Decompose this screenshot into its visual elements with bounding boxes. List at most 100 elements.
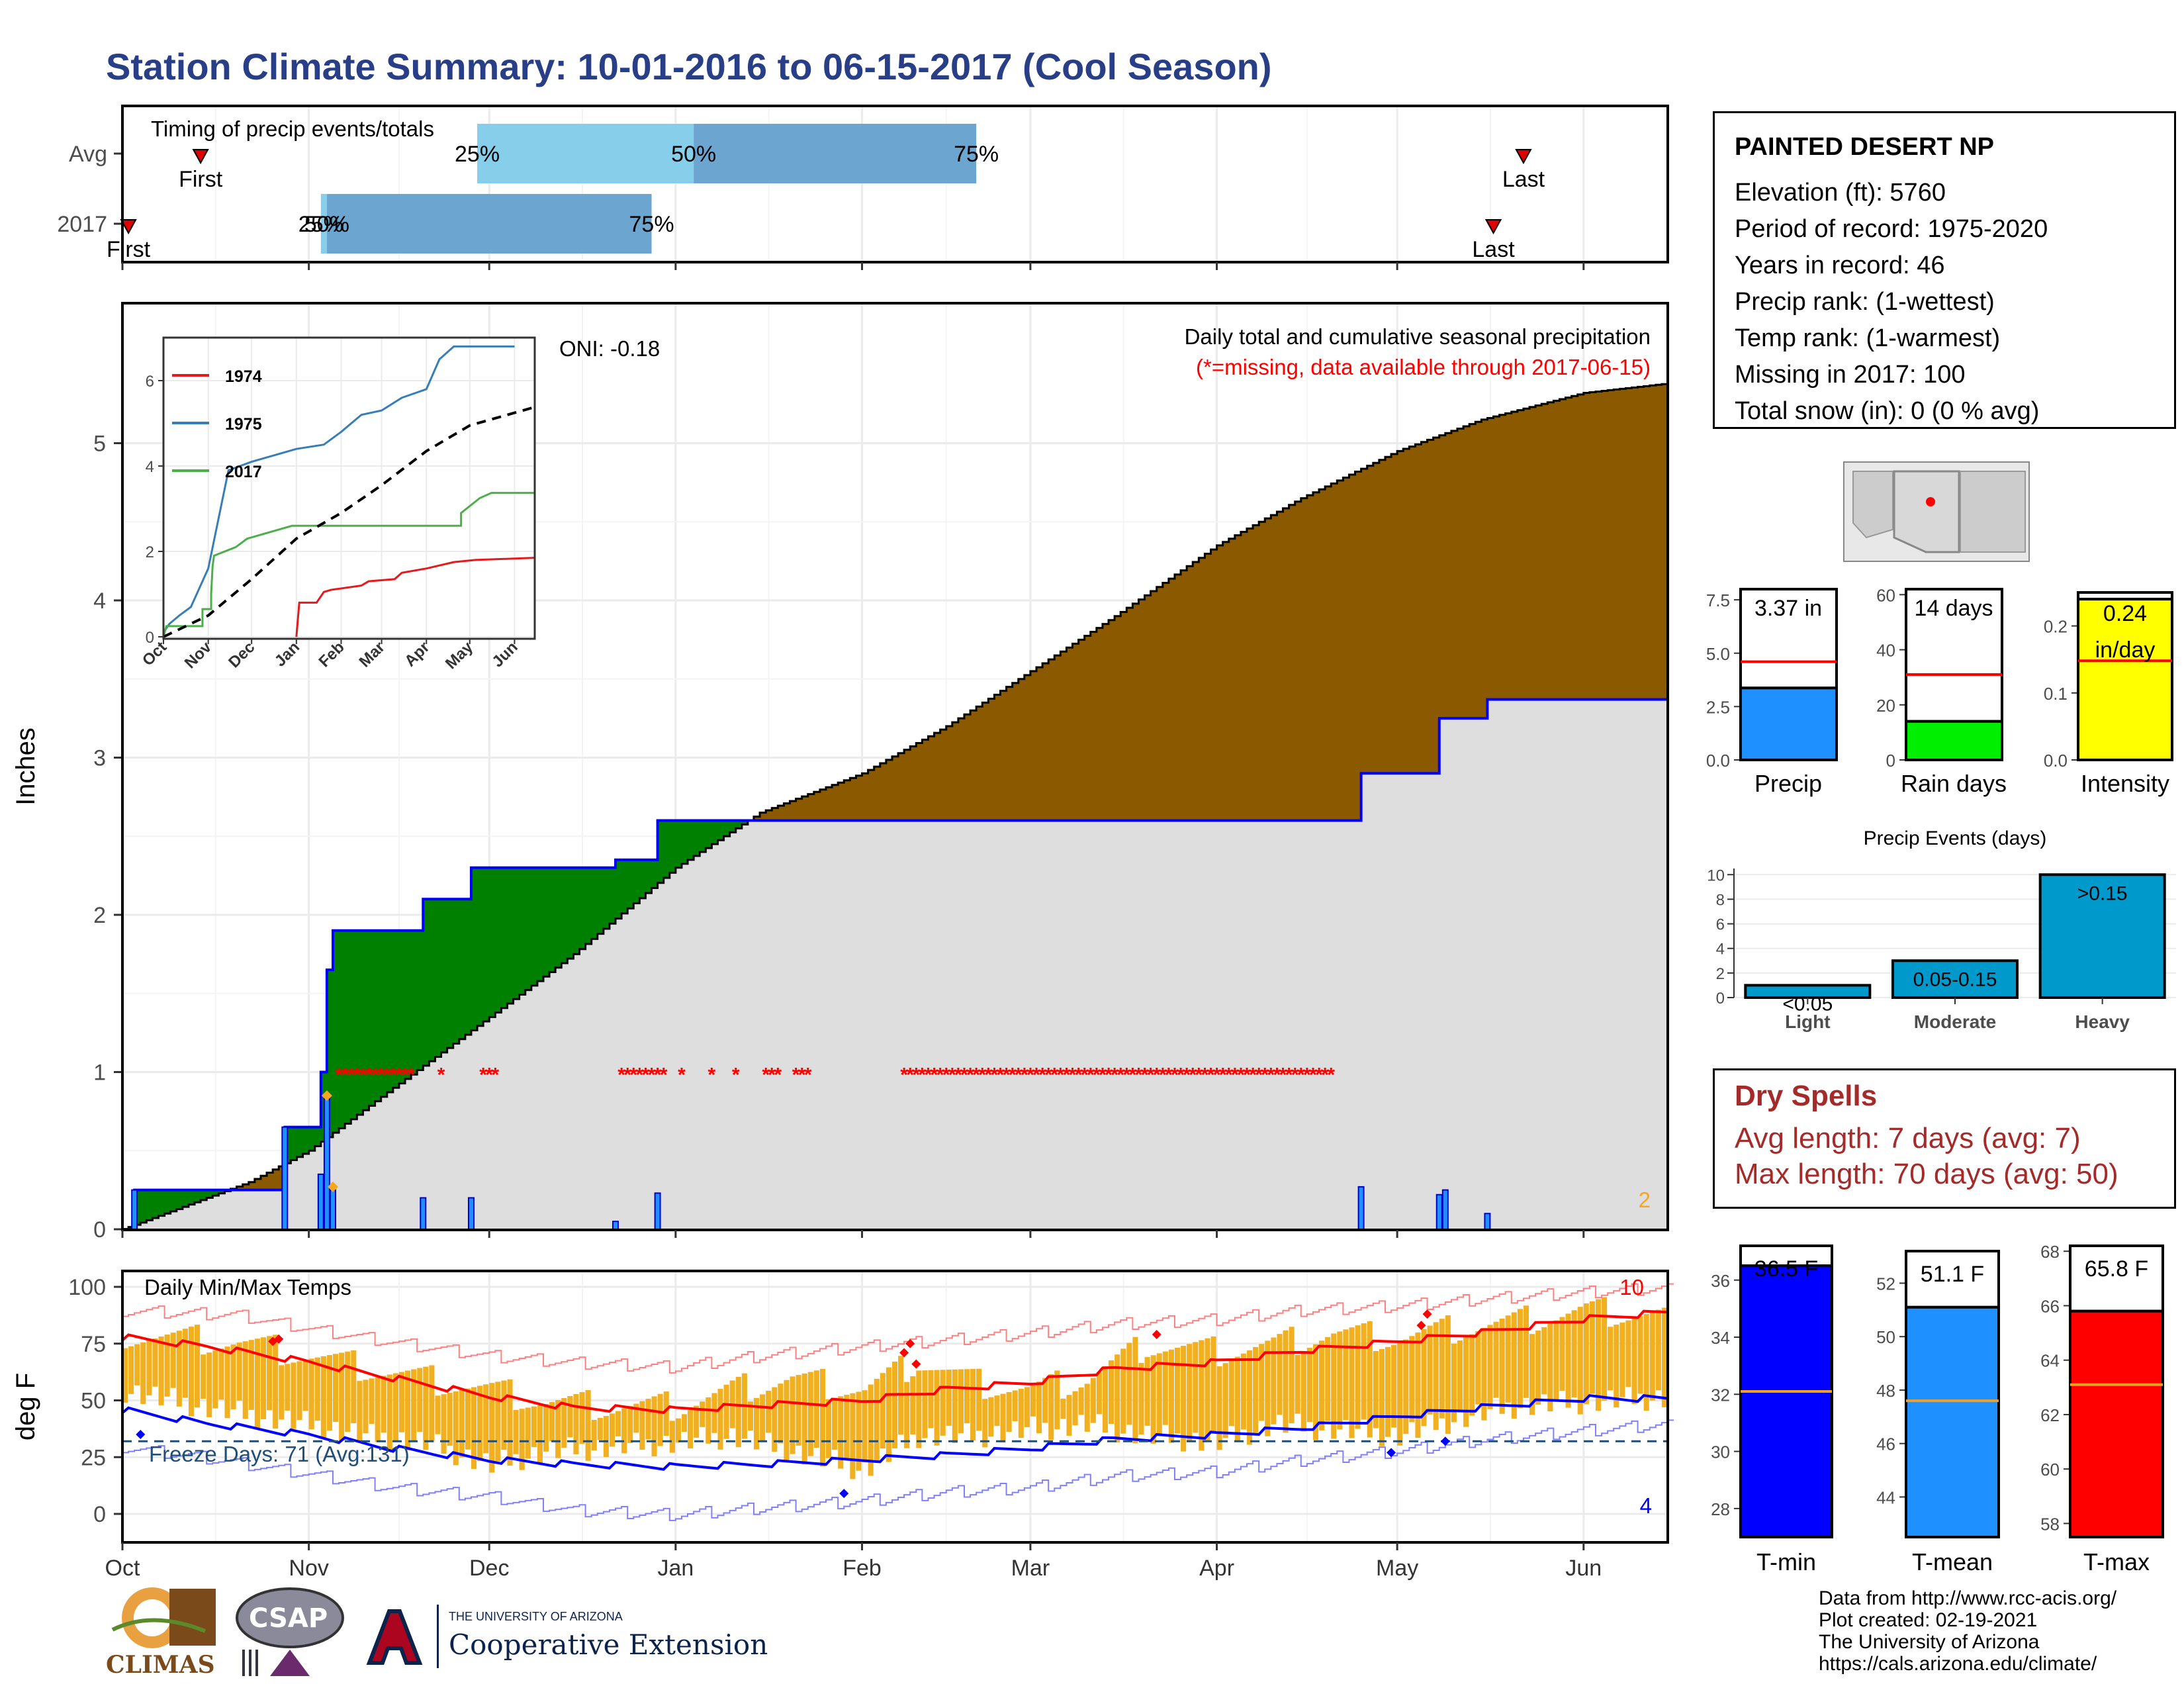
daily-temp-bar (844, 1394, 850, 1460)
daily-precip-bar (1441, 1189, 1449, 1230)
record-high-marker (1152, 1330, 1161, 1340)
precip_total-y-tick-label: 2.5 (1706, 697, 1730, 717)
station-period: Period of record: 1975-2020 (1735, 215, 2048, 243)
missing-marker: * (984, 1064, 992, 1086)
timing-bar-25-50 (320, 194, 327, 254)
x-tick-label: Jun (1565, 1556, 1602, 1581)
missing-marker: * (1273, 1064, 1281, 1086)
csap-logo: CSAP (230, 1583, 349, 1683)
daily-temp-bar (195, 1325, 201, 1408)
tmax-y-tick-label: 60 (2040, 1460, 2060, 1479)
map-state-neighbor (1852, 471, 1893, 539)
daily-temp-bar (1499, 1318, 1505, 1414)
daily-temp-bar (1187, 1344, 1193, 1442)
daily-temp-bar (1325, 1336, 1331, 1421)
daily-temp-bar (363, 1380, 369, 1434)
daily-temp-bar (850, 1393, 856, 1479)
daily-temp-bar (1174, 1347, 1181, 1434)
intensity-y-tick-label: 0.1 (2044, 684, 2068, 704)
timing-marker-first (192, 149, 209, 165)
daily-temp-bar (694, 1405, 700, 1438)
tmax-label: 65.8 F (2085, 1256, 2148, 1282)
station-precip-rank: Precip rank: (1-wettest) (1735, 288, 1995, 316)
daily-temp-bar (230, 1344, 236, 1410)
missing-marker: * (798, 1064, 806, 1086)
daily-temp-bar (170, 1333, 176, 1388)
daily-temp-bar (1337, 1331, 1343, 1430)
timing-label-50: 50% (304, 212, 349, 237)
daily-temp-bar (657, 1393, 663, 1446)
daily-temp-bar (579, 1391, 585, 1444)
inset-x-tick-label: Oct (139, 638, 170, 669)
tmean-y-tick-label: 52 (1876, 1274, 1895, 1293)
daily-temp-bar (1193, 1342, 1199, 1433)
precip-total-xlabel: Precip (1754, 770, 1822, 797)
daily-temp-bar (375, 1377, 381, 1442)
daily-temp-bar (688, 1409, 694, 1449)
timing-marker-first (120, 219, 137, 235)
daily-temp-bar (1403, 1339, 1409, 1434)
daily-precip-bar (467, 1197, 475, 1230)
rain_days-bar (1905, 720, 2003, 762)
missing-marker: * (678, 1064, 686, 1086)
missing-marker: * (1057, 1064, 1065, 1086)
daily-temp-bar (760, 1394, 766, 1442)
daily-temp-bar (1066, 1395, 1072, 1436)
x-tick-label: Mar (1011, 1556, 1050, 1581)
x-tick-label: Apr (1199, 1556, 1234, 1581)
timing-bar-50-75 (694, 124, 977, 183)
daily-temp-bar (1343, 1329, 1349, 1421)
daily-temp-bar (609, 1413, 615, 1447)
precip_total-y-tick-label: 7.5 (1706, 590, 1730, 610)
daily-temp-bar (1289, 1327, 1295, 1423)
inset-frame (162, 336, 536, 640)
daily-precip-bar (654, 1192, 661, 1230)
missing-marker: * (1267, 1064, 1275, 1086)
missing-marker: * (1063, 1064, 1071, 1086)
daily-temp-bar (681, 1414, 688, 1432)
daily-temp-bar (1253, 1347, 1259, 1433)
map-state-arizona (1893, 470, 1960, 553)
daily-temp-bar (260, 1337, 267, 1419)
precip-subtitle: (*=missing, data available through 2017-… (1196, 355, 1651, 379)
daily-temp-bar (747, 1401, 753, 1431)
daily-temp-bar (1247, 1350, 1253, 1445)
rain_days-y-tick-label: 40 (1876, 641, 1895, 661)
daily-temp-bar (1583, 1303, 1589, 1405)
timing-marker-label-last: Last (1472, 237, 1515, 262)
daily-temp-bar (1349, 1327, 1355, 1438)
y-tick-label: 50 (81, 1389, 106, 1414)
tmax-value-box (2069, 1244, 2164, 1313)
timing-bar-25-50 (477, 124, 694, 183)
daily-temp-bar (994, 1395, 1000, 1427)
tmax-xlabel: T-max (2083, 1548, 2150, 1575)
temps-frame (121, 1270, 1669, 1544)
daily-temp-bar (723, 1384, 729, 1439)
missing-marker: * (906, 1064, 914, 1086)
daily-temp-bar (206, 1352, 212, 1417)
daily-temp-bar (236, 1342, 242, 1401)
daily-temp-bar (441, 1394, 447, 1454)
daily-temp-bar (1054, 1370, 1060, 1430)
missing-marker: * (1135, 1064, 1143, 1086)
daily-precip-bar (323, 1095, 330, 1230)
daily-temp-bar (1487, 1325, 1493, 1409)
daily-temp-bar (1000, 1393, 1006, 1443)
missing-marker: * (648, 1064, 656, 1086)
inset-background (163, 338, 535, 639)
daily-temp-bar (501, 1380, 507, 1450)
x-tick-label: May (1376, 1556, 1418, 1581)
daily-temp-bar (1156, 1353, 1162, 1434)
daily-temp-bar (1637, 1316, 1643, 1394)
daily-temp-bar (705, 1397, 711, 1444)
timing-label-25: 25% (455, 142, 500, 167)
missing-marker: * (660, 1064, 668, 1086)
inset-y-tick-label: 6 (146, 373, 154, 391)
inset-x-tick-label: Jan (271, 638, 303, 670)
daily-temp-bar (1306, 1348, 1312, 1423)
station-snow: Total snow (in): 0 (0 % avg) (1735, 397, 2040, 425)
daily-precip-bar (317, 1173, 324, 1230)
x-tick-label: Dec (469, 1556, 509, 1581)
daily-temp-bar (1655, 1309, 1661, 1391)
snow-marker (327, 1181, 338, 1192)
